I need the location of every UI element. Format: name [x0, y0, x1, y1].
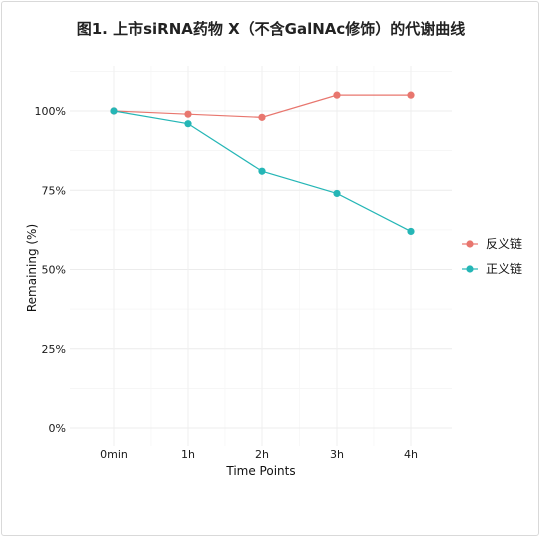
y-tick-label: 50%: [42, 264, 66, 277]
legend-label: 反义链: [486, 236, 522, 251]
data-point-series-2: [333, 189, 341, 198]
data-point-series-2: [184, 120, 192, 128]
data-point-series-2: [258, 167, 266, 175]
data-point-series-2: [407, 227, 415, 236]
grid-major: [70, 66, 452, 446]
data-point-series-1: [184, 110, 192, 118]
x-tick-label: 3h: [330, 448, 344, 461]
legend-label: 正义链: [486, 261, 522, 276]
y-axis-title: Remaining (%): [25, 224, 39, 312]
data-point-series-1: [333, 91, 341, 99]
x-tick-labels: 0min 1h 2h 3h 4h: [100, 448, 418, 461]
chart-title: 图1. 上市siRNA药物 X（不含GalNAc修饰）的代谢曲线: [76, 20, 466, 38]
data-point-series-1: [258, 113, 266, 121]
x-tick-label: 4h: [404, 448, 418, 461]
y-tick-label: 0%: [49, 422, 66, 435]
x-tick-label: 0min: [100, 448, 128, 461]
legend-key-point: [466, 265, 474, 273]
x-tick-label: 2h: [255, 448, 269, 461]
y-tick-labels: 0% 25% 50% 75% 100%: [35, 105, 66, 435]
legend-key-point: [466, 240, 474, 248]
data-point-series-2: [110, 107, 118, 115]
y-tick-label: 25%: [42, 343, 66, 356]
y-tick-label: 100%: [35, 105, 66, 118]
series-layer: [110, 91, 415, 236]
y-tick-label: 75%: [42, 184, 66, 197]
data-point-series-1: [407, 91, 415, 99]
grid-minor: [70, 66, 452, 446]
x-tick-label: 1h: [181, 448, 195, 461]
x-axis-title: Time Points: [225, 464, 295, 478]
